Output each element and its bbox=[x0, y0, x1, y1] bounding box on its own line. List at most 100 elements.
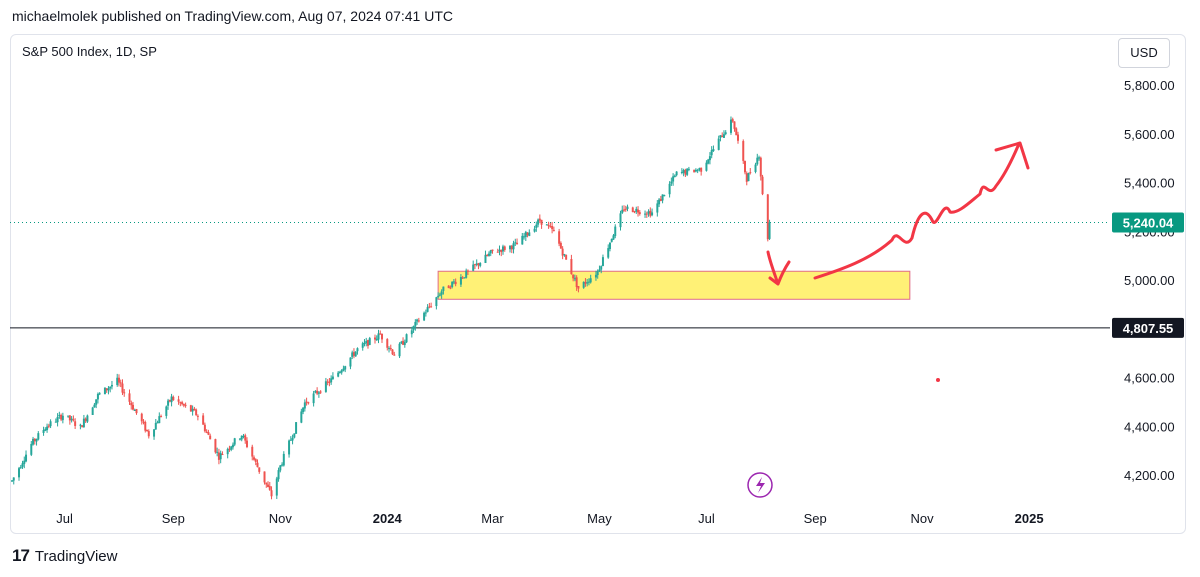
candle-body bbox=[317, 392, 320, 394]
candle-body bbox=[375, 338, 378, 341]
candle-body bbox=[570, 258, 573, 275]
candle-body bbox=[670, 181, 673, 184]
candle-body bbox=[658, 199, 661, 205]
footer-brand[interactable]: 17 TradingView bbox=[12, 546, 117, 566]
candle-body bbox=[586, 282, 589, 284]
candle-body bbox=[438, 294, 441, 296]
candle-body bbox=[417, 320, 420, 322]
drawn-dot bbox=[936, 378, 940, 382]
candle-body bbox=[184, 404, 187, 406]
candle-body bbox=[281, 464, 284, 466]
candle-body bbox=[74, 421, 77, 426]
candle-body bbox=[672, 176, 675, 182]
candle-body bbox=[710, 150, 713, 156]
symbol-title: S&P 500 Index, 1D, SP bbox=[22, 44, 157, 59]
candle-body bbox=[528, 232, 531, 237]
candle-body bbox=[749, 172, 752, 174]
level-price-tag bbox=[1112, 317, 1184, 338]
candle-body bbox=[381, 333, 384, 340]
candle-body bbox=[23, 460, 26, 464]
candle-body bbox=[119, 382, 122, 384]
candle-body bbox=[363, 343, 366, 345]
candle-body bbox=[442, 286, 445, 291]
candle-body bbox=[277, 470, 280, 480]
candle-body bbox=[93, 404, 96, 408]
candle-body bbox=[731, 119, 734, 122]
y-tick-label: 4,400.00 bbox=[1124, 419, 1175, 434]
candle-body bbox=[258, 467, 261, 472]
candle-body bbox=[398, 343, 401, 357]
candle-body bbox=[156, 422, 159, 424]
candle-body bbox=[601, 257, 604, 266]
candle-body bbox=[705, 162, 708, 171]
candle-body bbox=[351, 352, 354, 357]
candle-body bbox=[386, 339, 389, 348]
candle-body bbox=[623, 209, 626, 211]
level-price-label: 4,807.55 bbox=[1123, 321, 1174, 336]
candle-body bbox=[612, 235, 615, 240]
candle-body bbox=[147, 431, 150, 437]
candle-body bbox=[521, 235, 524, 245]
drawn-projection-path bbox=[813, 144, 1020, 280]
candle-body bbox=[472, 264, 475, 271]
candle-body bbox=[140, 413, 143, 422]
candle-body bbox=[502, 246, 505, 252]
candle-body bbox=[663, 195, 666, 197]
candle-body bbox=[154, 422, 157, 430]
candle-body bbox=[693, 169, 696, 173]
candle-body bbox=[656, 203, 659, 213]
candle-body bbox=[344, 366, 347, 370]
candle-body bbox=[70, 418, 73, 421]
currency-button[interactable]: USD bbox=[1118, 38, 1170, 68]
candle-body bbox=[526, 232, 529, 236]
candle-body bbox=[305, 401, 308, 403]
candle-body bbox=[366, 340, 369, 346]
y-tick-label: 4,600.00 bbox=[1124, 371, 1175, 386]
candle-body bbox=[573, 278, 576, 280]
candle-body bbox=[694, 169, 697, 172]
candle-body bbox=[747, 173, 750, 182]
candle-body bbox=[265, 482, 268, 485]
y-tick-label: 5,800.00 bbox=[1124, 78, 1175, 93]
candle-body bbox=[558, 231, 561, 244]
candle-body bbox=[400, 341, 403, 344]
candle-body bbox=[547, 225, 550, 227]
candle-body bbox=[123, 392, 126, 394]
candle-body bbox=[361, 343, 364, 348]
chart-frame bbox=[10, 34, 1186, 534]
candle-body bbox=[116, 377, 119, 386]
candle-body bbox=[319, 391, 322, 393]
candle-body bbox=[128, 393, 131, 402]
candle-body bbox=[514, 242, 517, 244]
candle-body bbox=[637, 209, 640, 213]
candle-body bbox=[437, 295, 440, 297]
candle-body bbox=[33, 438, 36, 442]
candle-body bbox=[447, 285, 450, 289]
candle-body bbox=[324, 381, 327, 392]
candle-body bbox=[300, 411, 303, 423]
candle-body bbox=[12, 477, 15, 481]
x-tick-label: Jul bbox=[698, 511, 715, 526]
candle-body bbox=[477, 263, 480, 266]
candle-body bbox=[191, 408, 194, 412]
candle-body bbox=[516, 242, 519, 245]
candle-body bbox=[644, 213, 647, 215]
candle-body bbox=[214, 439, 217, 453]
candle-body bbox=[708, 156, 711, 161]
publish-info: michaelmolek published on TradingView.co… bbox=[12, 8, 454, 24]
candle-body bbox=[130, 402, 133, 406]
candle-body bbox=[645, 213, 648, 215]
candle-body bbox=[221, 454, 224, 456]
candle-body bbox=[659, 199, 662, 202]
candle-body bbox=[270, 490, 273, 497]
candle-body bbox=[403, 342, 406, 345]
candle-body bbox=[289, 439, 292, 441]
candle-body bbox=[631, 207, 634, 213]
candle-body bbox=[412, 325, 415, 330]
candle-body bbox=[91, 407, 94, 415]
candle-body bbox=[60, 414, 63, 420]
candle-body bbox=[79, 424, 82, 426]
candle-body bbox=[337, 372, 340, 377]
candle-body bbox=[168, 399, 171, 402]
